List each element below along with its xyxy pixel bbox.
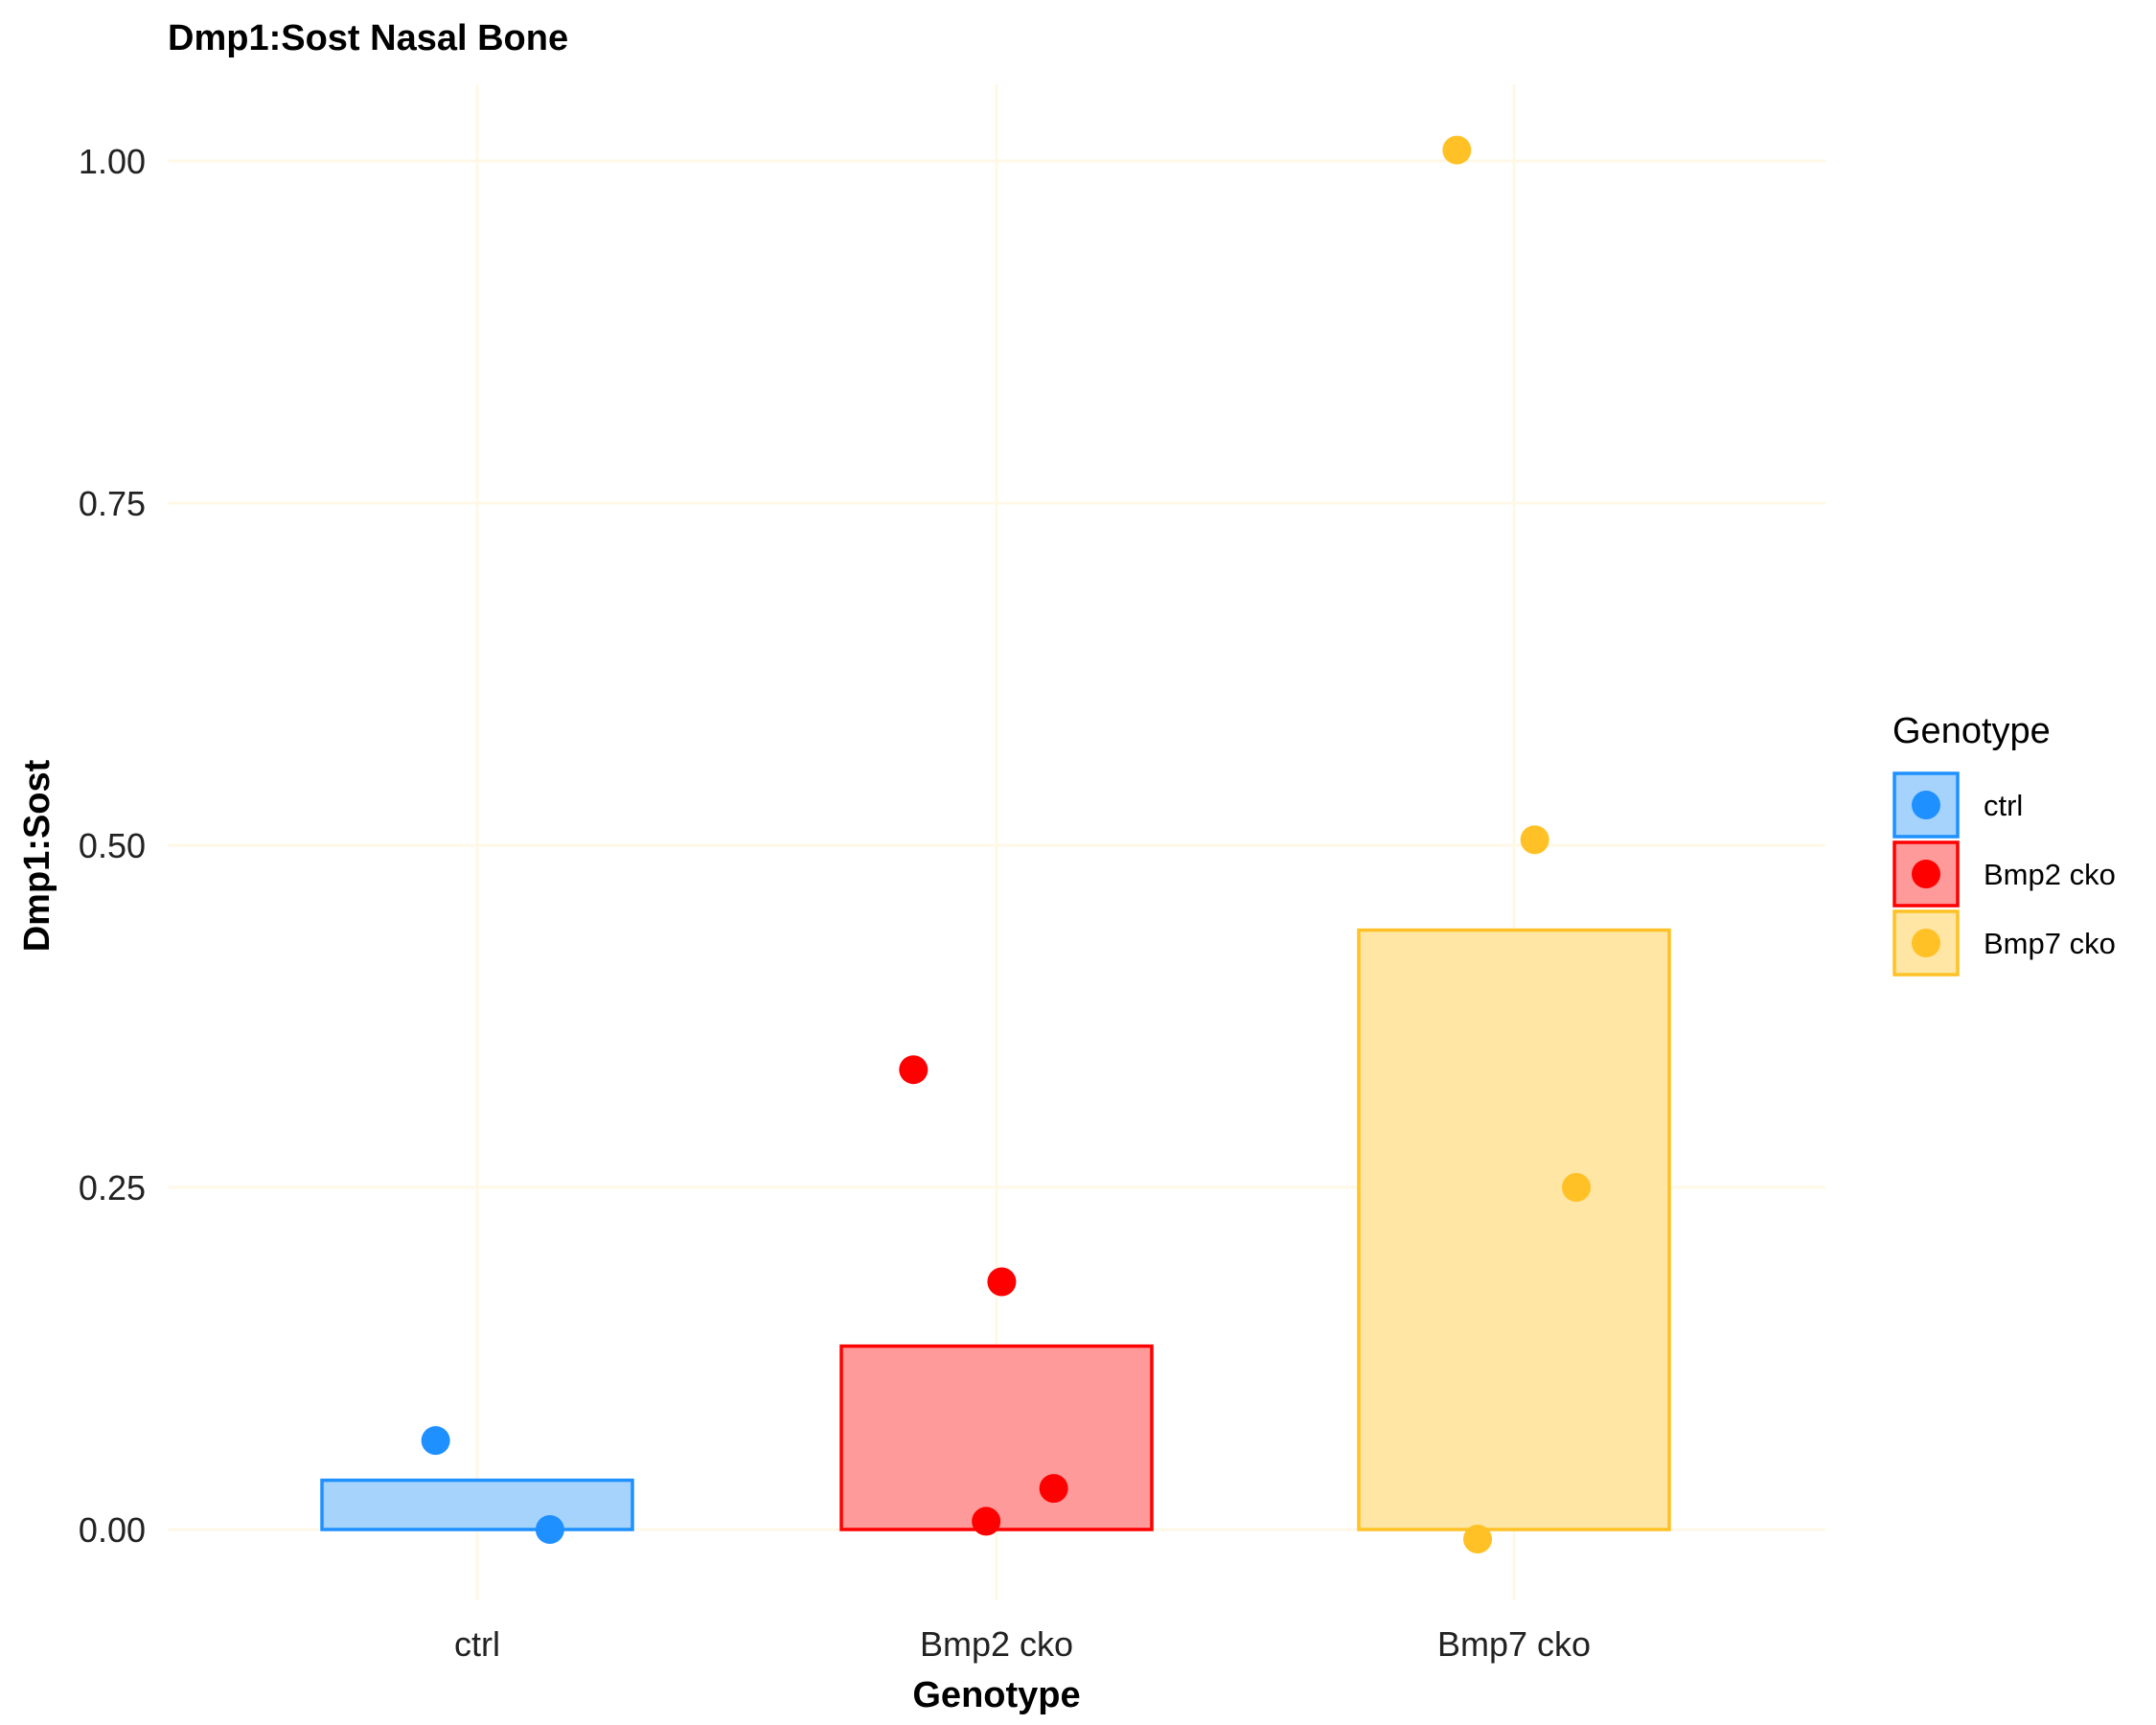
x-tick-label: ctrl [454, 1624, 500, 1664]
data-point [1562, 1173, 1592, 1202]
chart-title: Dmp1:Sost Nasal Bone [168, 18, 568, 58]
data-point [987, 1267, 1017, 1297]
y-axis-title: Dmp1:Sost [17, 759, 57, 952]
data-point [899, 1055, 929, 1085]
data-point [1520, 825, 1549, 855]
y-axis-ticks: 0.00 0.25 0.50 0.75 1.00 [79, 142, 146, 1550]
bars [320, 928, 1671, 1531]
x-tick-label: Bmp7 cko [1437, 1624, 1591, 1664]
legend-label: Bmp2 cko [1984, 858, 2116, 891]
y-tick-label: 0.25 [79, 1168, 146, 1208]
bar [1357, 928, 1671, 1531]
points [421, 135, 1592, 1553]
legend-key-point [1912, 929, 1940, 957]
legend-label: Bmp7 cko [1984, 927, 2116, 960]
y-tick-label: 0.75 [79, 484, 146, 523]
data-point [535, 1515, 564, 1544]
data-point [1039, 1474, 1068, 1504]
x-axis-title: Genotype [912, 1675, 1080, 1715]
legend-key-point [1912, 860, 1940, 888]
data-point [421, 1426, 450, 1456]
grid [168, 84, 1825, 1600]
data-point [1442, 135, 1472, 165]
legend-key-point [1912, 791, 1940, 819]
y-tick-label: 0.50 [79, 826, 146, 865]
x-tick-label: Bmp2 cko [920, 1624, 1073, 1664]
data-point [1463, 1524, 1493, 1553]
y-tick-label: 0.00 [79, 1510, 146, 1550]
legend: Genotype ctrl Bmp2 cko Bmp7 cko [1892, 711, 2116, 977]
x-axis-ticks: ctrl Bmp2 cko Bmp7 cko [454, 1624, 1591, 1664]
data-point [972, 1506, 1001, 1536]
legend-label: ctrl [1984, 789, 2023, 822]
bar [320, 1478, 634, 1531]
y-tick-label: 1.00 [79, 142, 146, 181]
bar [839, 1344, 1154, 1531]
legend-title: Genotype [1892, 711, 2051, 751]
